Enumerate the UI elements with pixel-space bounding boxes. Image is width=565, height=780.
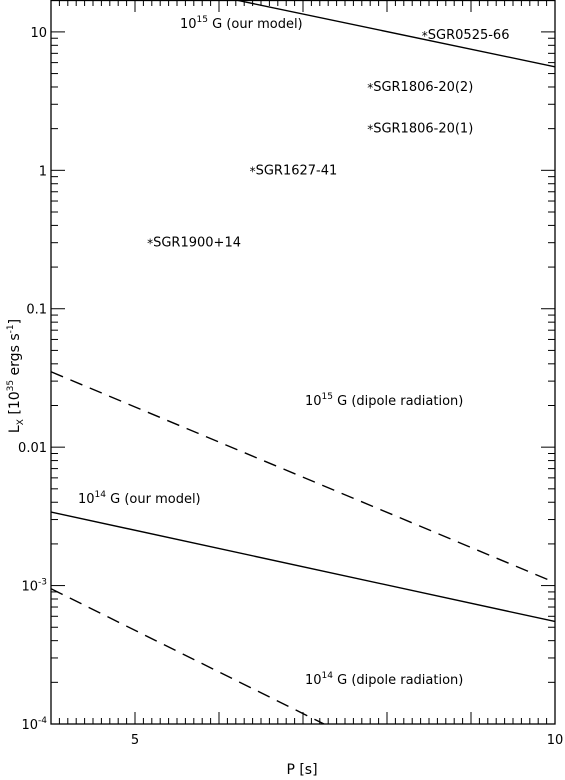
- data-point-marker: *: [147, 237, 153, 251]
- data-point-marker: *: [422, 29, 428, 43]
- series-line-0: [235, 0, 555, 68]
- annotation-14g-our-model: 1014 G (our model): [78, 490, 201, 507]
- y-tick-label: 0.1: [26, 303, 47, 318]
- y-tick-label: 0.01: [18, 441, 47, 456]
- data-point-marker: *: [250, 164, 256, 178]
- annotation-layer: 1015 G (our model) 1015 G (dipole radiat…: [78, 15, 463, 688]
- annotation-15g-dipole: 1015 G (dipole radiation): [305, 392, 463, 409]
- x-axis-title: P [s]: [286, 762, 317, 778]
- annotation-15g-our-model: 1015 G (our model): [180, 15, 303, 32]
- data-point-label: SGR1627-41: [256, 163, 338, 178]
- data-point-marker: *: [367, 123, 373, 137]
- y-tick-label: 10-3: [21, 578, 47, 595]
- data-point-label: SGR1900+14: [153, 236, 241, 251]
- axis-layer: 5 10 10 1 0.1 0.01 10-3 10-4: [18, 0, 563, 748]
- data-point-label: SGR1806-20(2): [373, 80, 473, 95]
- series-line-3: [51, 588, 325, 724]
- y-tick-label: 10-4: [21, 716, 47, 733]
- points-layer: * SGR0525-66* SGR1806-20(2)* SGR1806-20(1)*…: [147, 28, 509, 251]
- plot-area: [50, 0, 556, 725]
- data-point-label: SGR0525-66: [428, 28, 510, 43]
- y-axis-title: LX [1035 ergs s-1]: [6, 319, 26, 433]
- y-tick-label: 1: [39, 164, 47, 179]
- series-layer: [51, 0, 555, 724]
- series-line-2: [51, 511, 555, 623]
- plot-frame: [50, 0, 556, 725]
- data-point-marker: *: [367, 81, 373, 95]
- annotation-14g-dipole: 1014 G (dipole radiation): [305, 671, 463, 688]
- x-tick-label: 10: [547, 733, 564, 748]
- series-line-1: [51, 371, 555, 584]
- y-tick-label: 10: [30, 26, 47, 41]
- data-point-label: SGR1806-20(1): [373, 122, 473, 137]
- x-tick-label: 5: [131, 733, 139, 748]
